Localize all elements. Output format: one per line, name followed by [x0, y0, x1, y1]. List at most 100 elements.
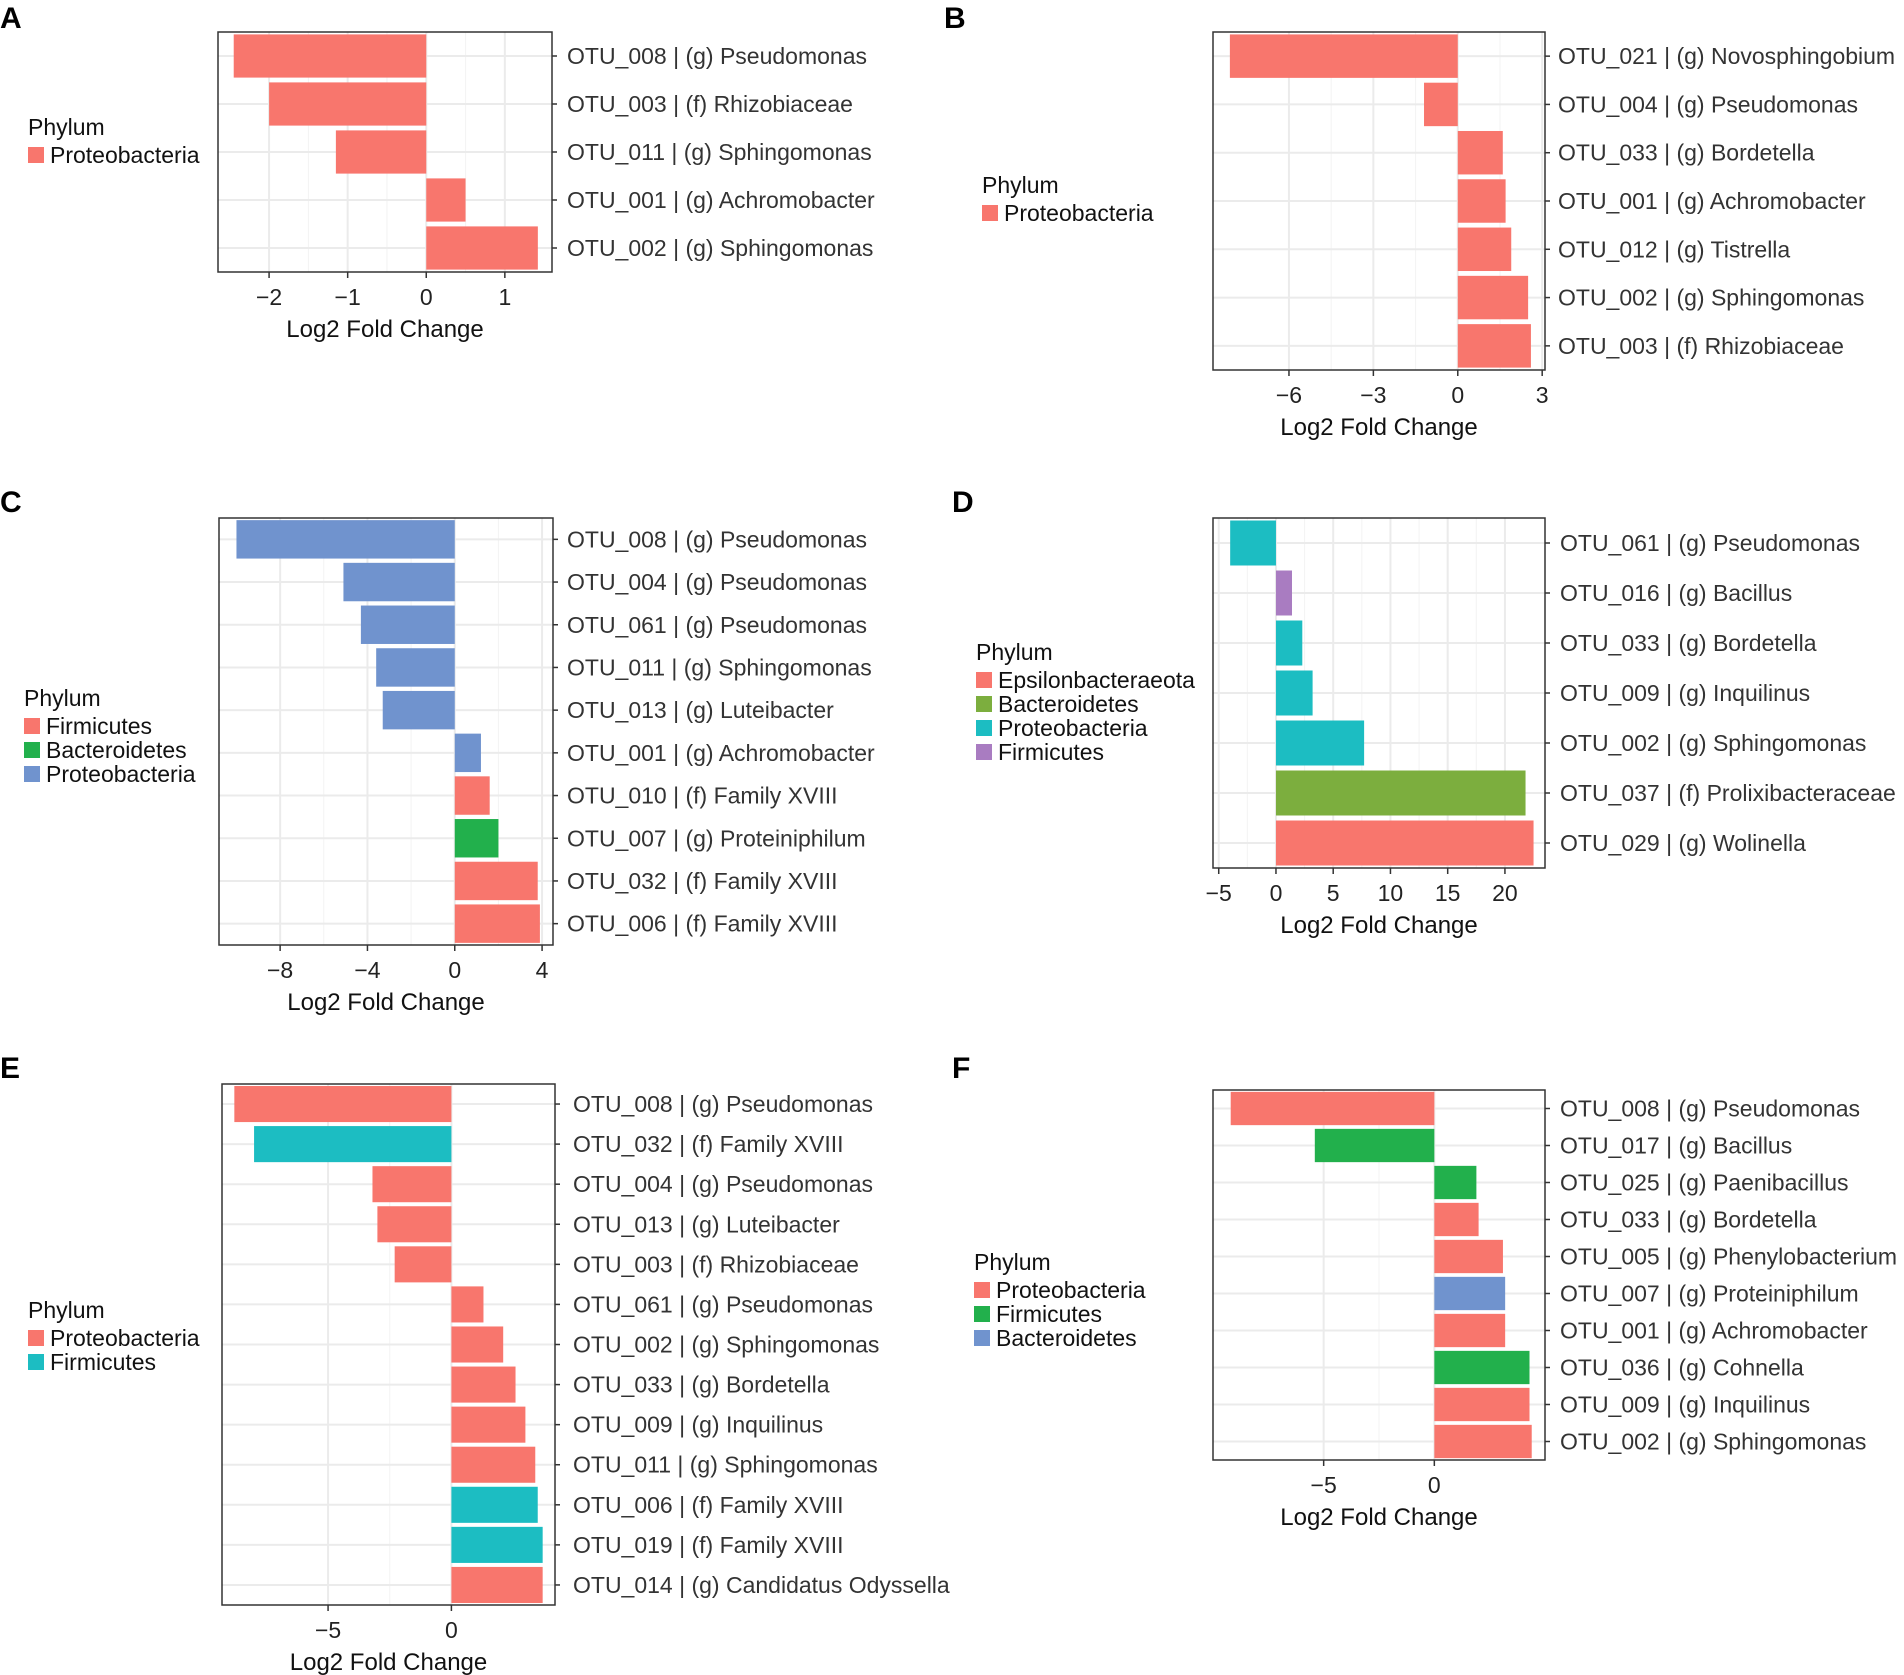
panel-a: A −2 −1 0 1 Log2 Fold Change OTU_008 | (g) Pse…: [0, 2, 875, 343]
otu-label: OTU_011 | (g) Sphingomonas: [567, 139, 872, 165]
x-tick-label: 15: [1435, 880, 1461, 906]
bar: [1229, 34, 1458, 78]
bar: [1434, 1350, 1530, 1385]
bar: [254, 1126, 452, 1163]
bar: [1457, 275, 1529, 320]
legend-swatch: [974, 1282, 990, 1298]
otu-label: OTU_004 | (g) Pseudomonas: [573, 1171, 873, 1197]
otu-label: OTU_008 | (g) Pseudomonas: [1560, 1096, 1860, 1122]
panel-c: C −8 −4 0 4 Log2 Fold Change OTU_008 | (g) Pse…: [0, 486, 875, 1016]
legend-entry: Epsilonbacteraeota: [998, 667, 1195, 693]
otu-label: OTU_037 | (f) Prolixibacteraceae: [1560, 780, 1896, 806]
legend-swatch: [24, 718, 40, 734]
x-tick-label: 3: [1536, 382, 1549, 408]
bar: [269, 82, 427, 126]
legend-entry: Proteobacteria: [50, 1325, 200, 1351]
legend-title: Phylum: [976, 639, 1053, 665]
panel-b: B −6 −3 0 3 Log2 Fold Change OTU_021 | (g) Nov…: [944, 2, 1895, 441]
bar: [233, 34, 427, 78]
otu-label: OTU_007 | (g) Proteiniphilum: [1560, 1281, 1859, 1307]
panel-letter: C: [0, 486, 22, 519]
bar: [1275, 770, 1526, 816]
legend-swatch: [28, 1354, 44, 1370]
x-tick-label: −1: [335, 284, 361, 310]
x-tick-label: 4: [536, 957, 549, 983]
bar: [426, 178, 466, 222]
bar: [451, 1406, 526, 1443]
legend-swatch: [28, 1330, 44, 1346]
x-axis-title: Log2 Fold Change: [1280, 414, 1477, 441]
legend-swatch: [976, 720, 992, 736]
otu-label: OTU_009 | (g) Inquilinus: [1560, 680, 1810, 706]
x-tick-label: 20: [1492, 880, 1518, 906]
legend-swatch: [976, 744, 992, 760]
bar: [1275, 670, 1313, 716]
panel-f: F −5 0 Log2 Fold Change OTU_008 | (g) Pseudo…: [952, 1052, 1897, 1531]
bar: [1457, 179, 1506, 223]
otu-label: OTU_033 | (g) Bordetella: [1560, 630, 1817, 656]
otu-label: OTU_001 | (g) Achromobacter: [1560, 1318, 1868, 1344]
bar: [451, 1526, 543, 1563]
legend-swatch: [976, 696, 992, 712]
bar: [1424, 82, 1458, 127]
bar: [454, 904, 540, 943]
x-tick-label: −5: [315, 1617, 341, 1643]
otu-label: OTU_006 | (f) Family XVIII: [573, 1492, 844, 1518]
otu-label: OTU_001 | (g) Achromobacter: [567, 187, 875, 213]
panel-e: E −5 0 Log2 Fold Change OTU_008 | (g) Pseudo…: [0, 1052, 950, 1675]
otu-label: OTU_013 | (g) Luteibacter: [573, 1211, 840, 1237]
x-axis-title: Log2 Fold Change: [287, 989, 484, 1016]
otu-label: OTU_012 | (g) Tistrella: [1558, 236, 1790, 262]
bar: [1434, 1313, 1506, 1348]
otu-label: OTU_002 | (g) Sphingomonas: [573, 1332, 879, 1358]
otu-label: OTU_009 | (g) Inquilinus: [573, 1412, 823, 1438]
legend-title: Phylum: [28, 114, 105, 140]
otu-label: OTU_029 | (g) Wolinella: [1560, 830, 1806, 856]
x-axis-title: Log2 Fold Change: [1280, 1504, 1477, 1531]
x-tick-label: −3: [1360, 382, 1386, 408]
otu-label: OTU_025 | (g) Paenibacillus: [1560, 1170, 1849, 1196]
otu-label: OTU_011 | (g) Sphingomonas: [573, 1452, 878, 1478]
plot-border: [218, 517, 554, 946]
x-tick-label: 0: [1270, 880, 1283, 906]
bar: [1275, 620, 1303, 666]
x-tick-label: −5: [1206, 880, 1232, 906]
otu-label: OTU_009 | (g) Inquilinus: [1560, 1392, 1810, 1418]
x-tick-label: −8: [267, 957, 293, 983]
legend-entry: Proteobacteria: [1004, 200, 1154, 226]
bar: [377, 1206, 452, 1243]
bar: [454, 861, 538, 901]
bar: [1434, 1165, 1477, 1200]
x-tick-label: −6: [1276, 382, 1302, 408]
panel-d: D −5 0 5 10 15 20 Log2 Fold Change OTU_061 | (g)…: [952, 486, 1896, 939]
otu-label: OTU_016 | (g) Bacillus: [1560, 580, 1792, 606]
otu-label: OTU_013 | (g) Luteibacter: [567, 697, 834, 723]
bar: [1457, 130, 1503, 175]
otu-label: OTU_008 | (g) Pseudomonas: [567, 526, 867, 552]
bar: [1230, 520, 1276, 566]
legend-swatch: [24, 766, 40, 782]
x-axis-title: Log2 Fold Change: [286, 316, 483, 343]
otu-label: OTU_014 | (g) Candidatus Odyssella: [573, 1572, 950, 1598]
otu-label: OTU_002 | (g) Sphingomonas: [567, 235, 873, 261]
otu-label: OTU_008 | (g) Pseudomonas: [573, 1091, 873, 1117]
x-tick-label: 1: [498, 284, 511, 310]
bar: [394, 1246, 452, 1283]
bar: [1457, 227, 1512, 272]
otu-label: OTU_003 | (f) Rhizobiaceae: [573, 1251, 859, 1277]
legend-entry: Proteobacteria: [996, 1277, 1146, 1303]
x-tick-label: −5: [1311, 1472, 1337, 1498]
legend-title: Phylum: [24, 685, 101, 711]
otu-label: OTU_019 | (f) Family XVIII: [573, 1532, 844, 1558]
x-tick-label: 0: [1451, 382, 1464, 408]
otu-label: OTU_032 | (f) Family XVIII: [573, 1131, 844, 1157]
otu-label: OTU_036 | (g) Cohnella: [1560, 1355, 1804, 1381]
otu-label: OTU_005 | (g) Phenylobacterium: [1560, 1244, 1897, 1270]
x-tick-label: 10: [1378, 880, 1404, 906]
panel-letter: D: [952, 486, 974, 519]
panel-letter: F: [952, 1052, 970, 1085]
bar: [1275, 820, 1534, 866]
legend-entry: Bacteroidetes: [996, 1325, 1137, 1351]
bar: [451, 1326, 504, 1363]
otu-label: OTU_004 | (g) Pseudomonas: [1558, 91, 1858, 117]
